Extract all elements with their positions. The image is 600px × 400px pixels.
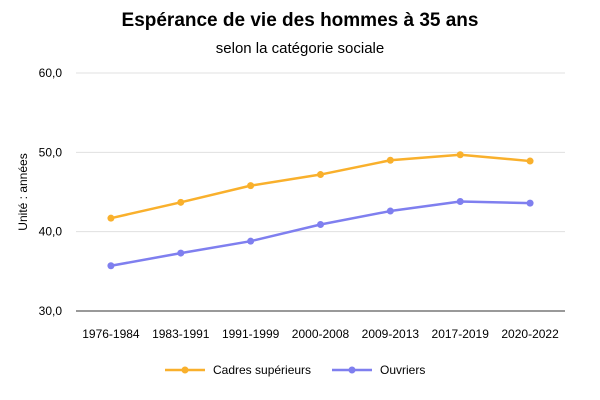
data-point xyxy=(526,157,534,165)
y-tick-label: 50,0 xyxy=(39,145,63,159)
legend-label: Ouvriers xyxy=(380,363,425,377)
series-0 xyxy=(107,151,534,222)
data-point xyxy=(247,182,255,190)
data-point xyxy=(247,237,255,245)
legend-marker xyxy=(348,366,356,374)
x-tick-label: 2017-2019 xyxy=(432,327,490,341)
data-point xyxy=(317,221,324,229)
x-tick-label: 2009-2013 xyxy=(362,327,420,341)
axes: 30,0 40,0 50,0 60,0 1976-1984 1983-1991 1991-1… xyxy=(39,66,565,341)
y-axis-title: Unité : années xyxy=(16,153,30,230)
gridlines xyxy=(76,72,565,233)
legend-item[interactable]: Ouvriers xyxy=(332,363,425,377)
series-lines xyxy=(107,151,534,270)
legend-marker xyxy=(181,366,189,374)
x-tick-label: 2000-2008 xyxy=(292,327,350,341)
series-line xyxy=(110,153,531,220)
chart-title: Espérance de vie des hommes à 35 ans xyxy=(121,10,479,31)
legend: Cadres supérieurs Ouvriers xyxy=(165,363,425,377)
series-1 xyxy=(107,198,534,270)
data-point xyxy=(526,199,534,207)
x-tick-label: 1991-1999 xyxy=(222,327,280,341)
data-point xyxy=(317,171,324,179)
data-point xyxy=(177,249,185,257)
data-point xyxy=(107,262,115,270)
legend-label: Cadres supérieurs xyxy=(213,363,311,377)
data-point xyxy=(386,156,394,164)
series-line xyxy=(110,200,531,268)
x-tick-label: 1983-1991 xyxy=(152,327,210,341)
data-point xyxy=(456,151,464,159)
data-point xyxy=(177,198,185,206)
y-tick-label: 60,0 xyxy=(39,66,63,80)
data-point xyxy=(456,198,464,206)
chart-subtitle: selon la catégorie sociale xyxy=(215,40,385,57)
x-tick-label: 2020-2022 xyxy=(501,327,559,341)
legend-item[interactable]: Cadres supérieurs xyxy=(165,363,311,377)
data-point xyxy=(386,207,394,215)
x-tick-label: 1976-1984 xyxy=(82,327,140,341)
data-point xyxy=(107,214,115,222)
y-tick-label: 40,0 xyxy=(39,225,63,239)
y-tick-label: 30,0 xyxy=(39,304,63,318)
